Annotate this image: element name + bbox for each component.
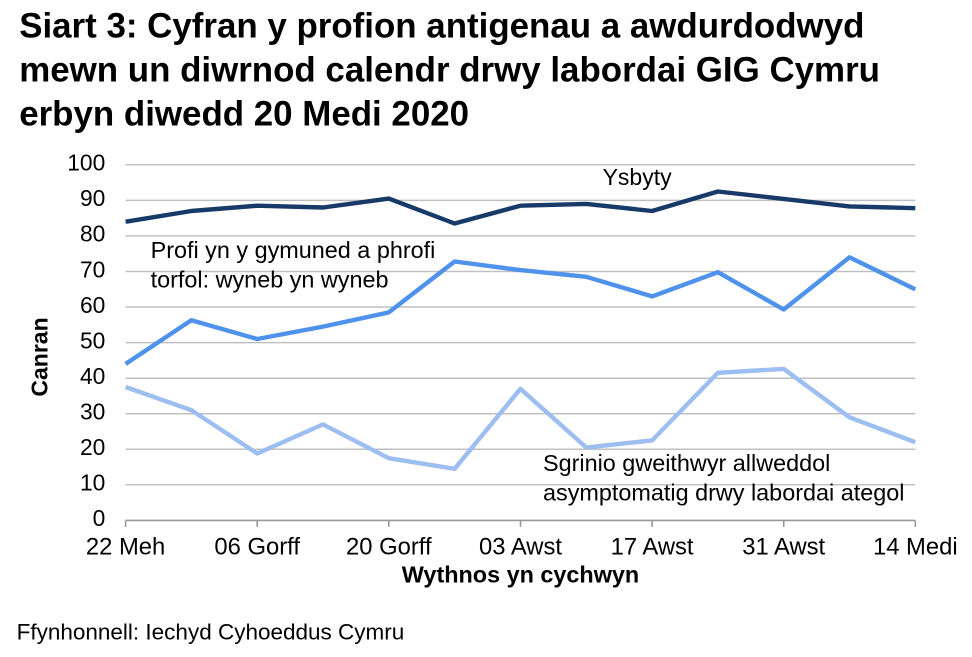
svg-text:erbyn diwedd 20 Medi 2020: erbyn diwedd 20 Medi 2020 bbox=[19, 95, 469, 134]
svg-text:40: 40 bbox=[80, 363, 105, 389]
svg-text:10: 10 bbox=[80, 470, 105, 496]
svg-text:70: 70 bbox=[80, 256, 105, 282]
svg-text:50: 50 bbox=[80, 327, 105, 353]
svg-text:Sgrinio gweithwyr allweddol: Sgrinio gweithwyr allweddol bbox=[543, 450, 830, 476]
svg-text:Canran: Canran bbox=[27, 317, 53, 396]
svg-text:30: 30 bbox=[80, 399, 105, 425]
svg-text:0: 0 bbox=[93, 505, 106, 531]
svg-text:mewn un diwrnod calendr drwy l: mewn un diwrnod calendr drwy labordai GI… bbox=[19, 51, 880, 90]
svg-text:17 Awst: 17 Awst bbox=[611, 534, 694, 561]
svg-text:Profi yn y gymuned a phrofi: Profi yn y gymuned a phrofi bbox=[151, 237, 436, 263]
svg-text:22 Meh: 22 Meh bbox=[86, 534, 165, 561]
svg-text:Ffynhonnell: Iechyd Cyhoeddus: Ffynhonnell: Iechyd Cyhoeddus Cymru bbox=[17, 620, 405, 645]
svg-text:31 Awst: 31 Awst bbox=[742, 534, 825, 561]
svg-text:20: 20 bbox=[80, 434, 105, 460]
svg-text:torfol: wyneb yn wyneb: torfol: wyneb yn wyneb bbox=[151, 267, 389, 293]
svg-text:80: 80 bbox=[80, 221, 105, 247]
svg-text:100: 100 bbox=[67, 150, 105, 176]
svg-text:Ysbyty: Ysbyty bbox=[603, 164, 673, 190]
svg-text:03 Awst: 03 Awst bbox=[479, 534, 562, 561]
svg-text:60: 60 bbox=[80, 292, 105, 318]
svg-text:14 Medi: 14 Medi bbox=[873, 534, 958, 561]
svg-text:Wythnos yn cychwyn: Wythnos yn cychwyn bbox=[402, 562, 639, 588]
svg-text:06 Gorff: 06 Gorff bbox=[214, 534, 300, 561]
svg-text:asymptomatig drwy labordai ate: asymptomatig drwy labordai ategol bbox=[543, 479, 904, 505]
svg-text:90: 90 bbox=[80, 185, 105, 211]
svg-text:Siart 3: Cyfran y profion anti: Siart 3: Cyfran y profion antigenau a aw… bbox=[19, 6, 864, 45]
svg-text:20 Gorff: 20 Gorff bbox=[346, 534, 432, 561]
